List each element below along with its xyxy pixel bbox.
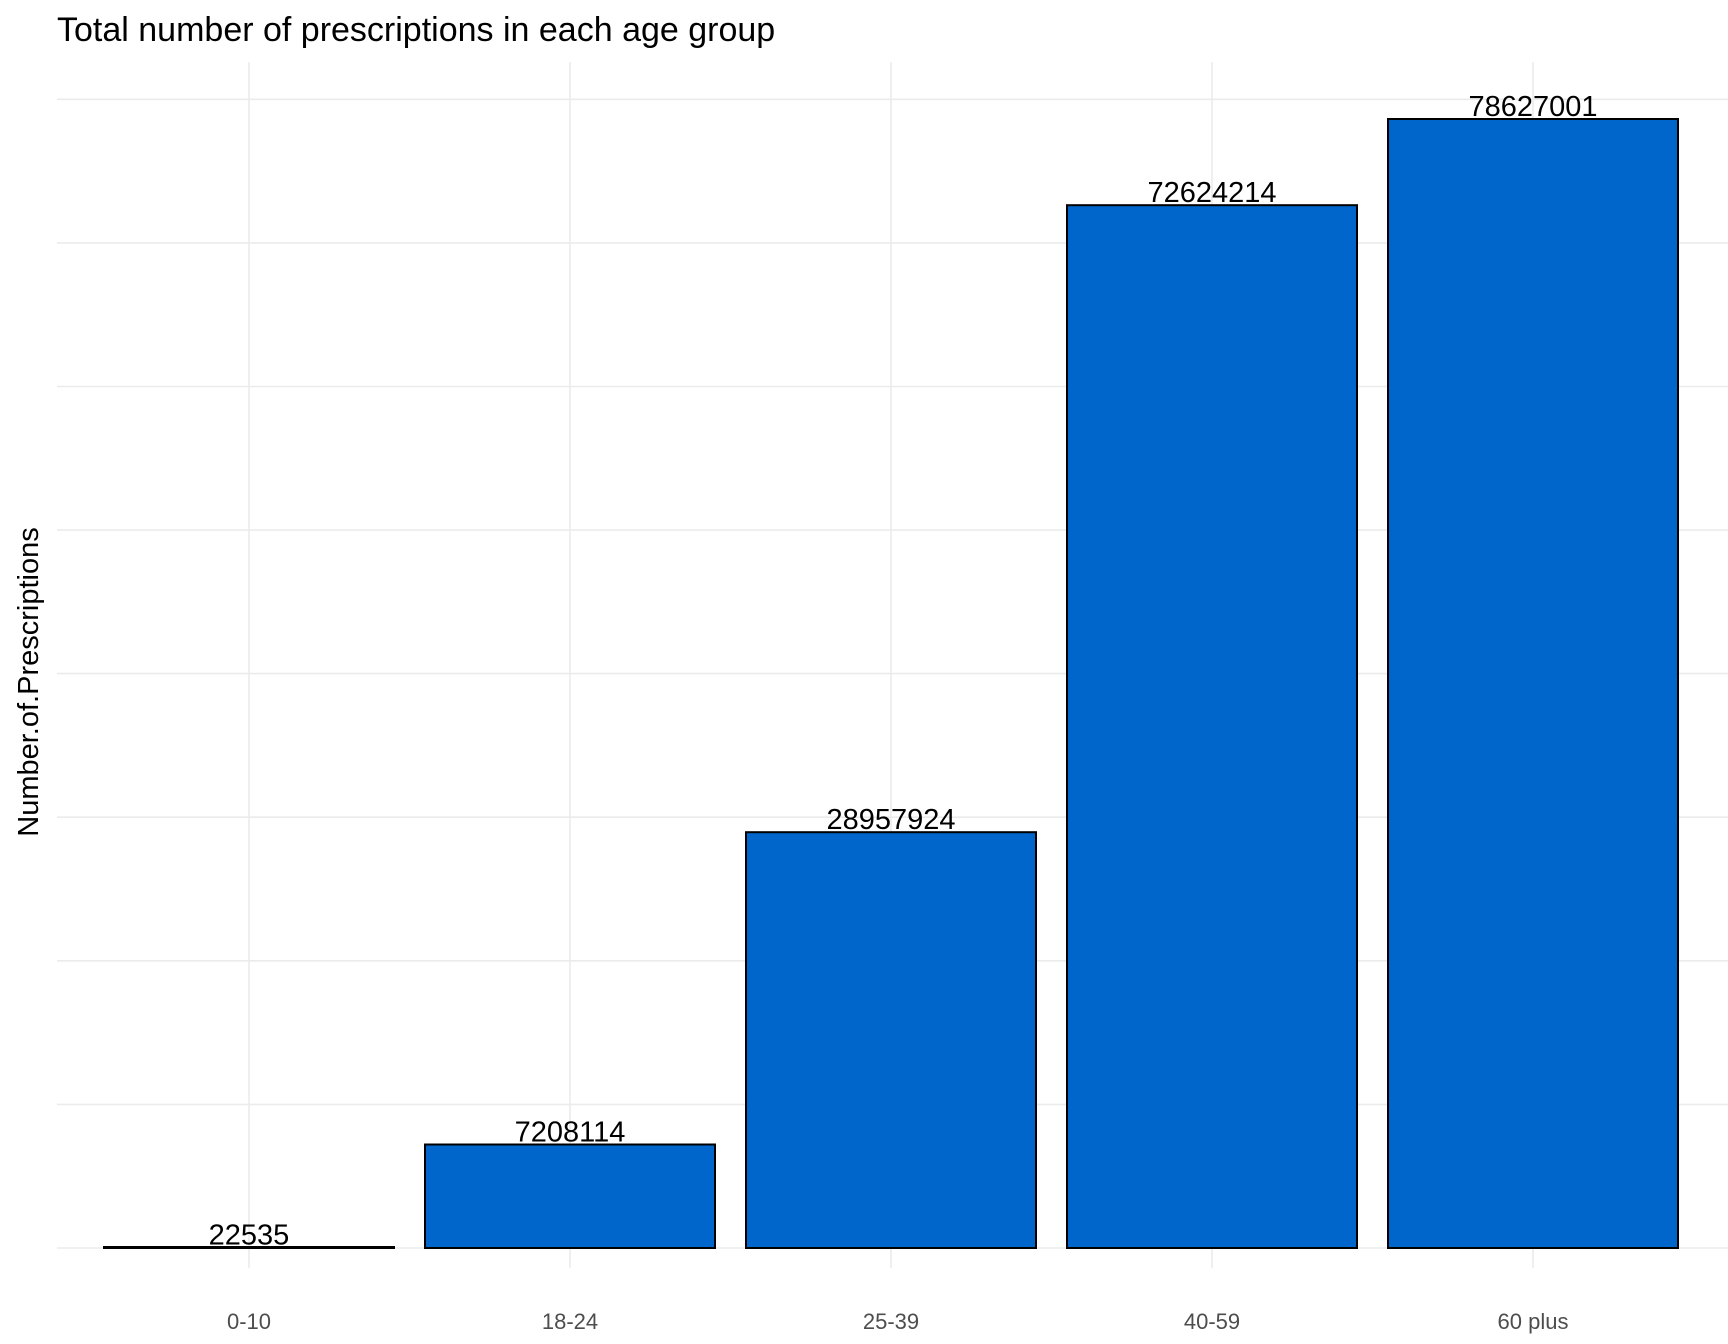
x-tick-label: 0-10 — [227, 1309, 271, 1334]
x-tick-label: 18-24 — [542, 1309, 598, 1334]
x-tick-label: 25-39 — [863, 1309, 919, 1334]
x-tick-label: 60 plus — [1498, 1309, 1569, 1334]
data-label: 7208114 — [515, 1117, 626, 1149]
y-axis-label: Number.of.Prescriptions — [13, 527, 45, 836]
bar-40-59 — [1066, 204, 1358, 1250]
data-labels: 22535 7208114 28957924 72624214 78627001 — [209, 91, 1598, 1252]
data-label: 22535 — [209, 1220, 290, 1252]
x-tick-labels: 0-10 18-24 25-39 40-59 60 plus — [227, 1309, 1569, 1334]
bar-25-39 — [745, 831, 1037, 1249]
data-label: 78627001 — [1468, 91, 1597, 123]
bar-0-10 — [103, 1246, 395, 1249]
data-label: 28957924 — [826, 804, 955, 836]
bar-18-24 — [424, 1143, 716, 1249]
x-tick-label: 40-59 — [1184, 1309, 1240, 1334]
bars — [103, 118, 1679, 1250]
chart-title: Total number of prescriptions in each ag… — [57, 11, 775, 49]
bar-60-plus — [1387, 118, 1679, 1249]
data-label: 72624214 — [1147, 177, 1276, 209]
